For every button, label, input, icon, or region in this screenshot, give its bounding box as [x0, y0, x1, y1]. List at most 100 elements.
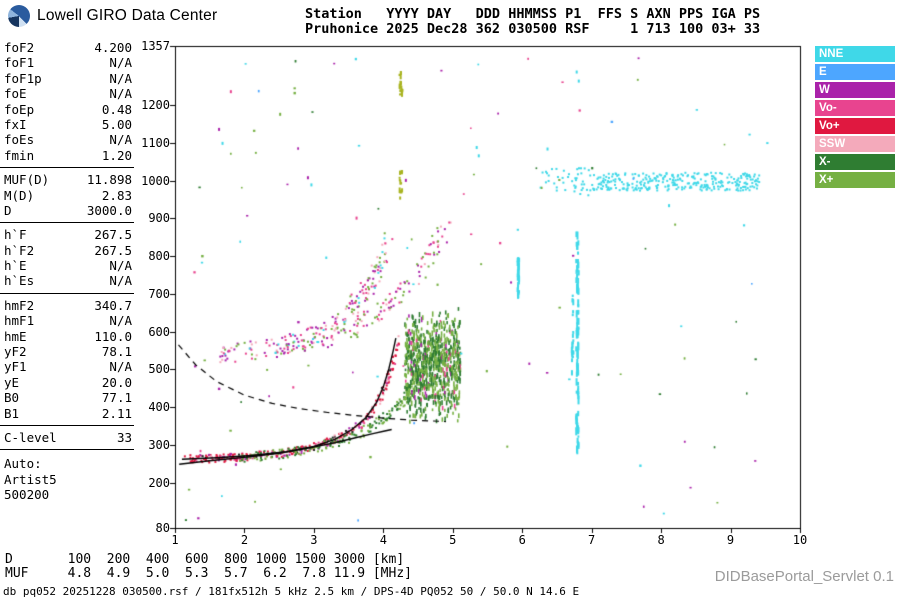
legend-item-X-: X- [815, 154, 895, 170]
y-tick-label: 200 [148, 475, 170, 490]
param-label: foF1p [4, 70, 42, 86]
legend-item-E: E [815, 64, 895, 80]
param-value: N/A [109, 132, 132, 148]
param-label: h`Es [4, 273, 35, 289]
y-tick-label: 900 [148, 211, 170, 226]
x-tick-label: 4 [379, 533, 387, 547]
legend-item-Vo-: Vo- [815, 100, 895, 116]
param-value: 2.11 [101, 405, 132, 421]
station-header-values: Pruhonice 2025 Dec28 362 030500 RSF 1 71… [305, 21, 761, 37]
param-row: yF2 78.1 [4, 344, 132, 359]
param-row: B1 2.11 [4, 406, 132, 421]
x-tick-label: 7 [588, 533, 596, 547]
param-label: yF2 [4, 344, 27, 360]
param-label: hmF1 [4, 313, 35, 329]
param-row: foF1 N/A [4, 55, 132, 70]
y-tick-label: 300 [148, 437, 170, 452]
auto-scaler-line: 500200 [4, 487, 50, 503]
param-value: N/A [109, 273, 132, 289]
param-label: hmE [4, 328, 27, 344]
file-info-line: db pq052 20251228 030500.rsf / 181fx512h… [3, 585, 580, 598]
param-row: h`F 267.5 [4, 227, 132, 242]
param-label: foEp [4, 101, 35, 117]
y-tick-label: 1200 [141, 98, 170, 113]
param-value: N/A [109, 55, 132, 71]
param-value: 267.5 [94, 242, 132, 258]
param-value: N/A [109, 359, 132, 375]
giro-logo-icon [8, 5, 30, 27]
param-row: hmE 110.0 [4, 329, 132, 344]
param-label: foEs [4, 132, 35, 148]
param-value: 340.7 [94, 297, 132, 313]
legend-item-Vo+: Vo+ [815, 118, 895, 134]
param-value: 20.0 [101, 374, 132, 390]
param-row: yF1 N/A [4, 359, 132, 374]
param-row: foE N/A [4, 86, 132, 101]
param-row: foF1p N/A [4, 71, 132, 86]
param-row: M(D) 2.83 [4, 188, 132, 203]
param-separator [0, 424, 134, 426]
param-label: foF2 [4, 40, 35, 55]
param-label: h`F2 [4, 242, 35, 258]
legend-item-W: W [815, 82, 895, 98]
param-value: 33 [116, 429, 132, 445]
y-tick-label: 80 [155, 521, 170, 535]
param-row: MUF(D) 11.898 [4, 172, 132, 187]
param-row: h`E N/A [4, 258, 132, 273]
x-tick-label: 1 [171, 533, 179, 547]
param-row: B0 77.1 [4, 390, 132, 405]
y-tick-label: 400 [148, 400, 170, 415]
x-tick-label: 10 [792, 533, 808, 547]
param-value: 5.00 [101, 116, 132, 132]
param-row: hmF2 340.7 [4, 298, 132, 313]
param-row: hmF1 N/A [4, 313, 132, 328]
param-separator [0, 292, 134, 294]
param-label: C-level [4, 429, 57, 445]
param-label: D [4, 202, 12, 218]
y-tick-label: 700 [148, 286, 170, 301]
param-value: N/A [109, 313, 132, 329]
legend-label: X+ [819, 174, 834, 186]
legend-item-NNE: NNE [815, 46, 895, 62]
param-row: fxI 5.00 [4, 117, 132, 132]
legend-item-SSW: SSW [815, 136, 895, 152]
y-tick-label: 600 [148, 324, 170, 339]
legend-item-X+: X+ [815, 172, 895, 188]
legend-label: NNE [819, 48, 844, 60]
param-label: yE [4, 374, 20, 390]
y-tick-label: 800 [148, 249, 170, 264]
x-tick-label: 2 [240, 533, 249, 547]
y-tick-label: 1100 [141, 136, 170, 150]
param-value: 110.0 [94, 328, 132, 344]
param-value: N/A [109, 258, 132, 274]
param-label: fmin [4, 147, 35, 163]
param-row: foEp 0.48 [4, 102, 132, 117]
param-row: D 3000.0 [4, 203, 132, 218]
param-label: B1 [4, 405, 20, 421]
param-label: yF1 [4, 359, 27, 375]
param-row: yE 20.0 [4, 375, 132, 390]
legend-label: SSW [819, 138, 846, 150]
param-row: fmin 1.20 [4, 148, 132, 163]
servlet-version-label: DIDBasePortal_Servlet 0.1 [714, 568, 894, 585]
station-header-columns: Station YYYY DAY DDD HHMMSS P1 FFS S AXN… [305, 6, 761, 22]
param-value: 2.83 [101, 187, 132, 203]
brand-title: Lowell GIRO Data Center [37, 7, 218, 24]
param-label: foF1 [4, 55, 35, 71]
param-row: h`F2 267.5 [4, 243, 132, 258]
param-label: h`F [4, 227, 27, 243]
param-row: foEs N/A [4, 132, 132, 147]
param-value: 1.20 [101, 147, 132, 163]
distance-row: D 100 200 400 600 800 1000 1500 3000 [km… [5, 552, 405, 567]
parameter-panel: foF2 4.200 foF1 N/A foF1p N/A foE N/A foEp 0.48 fx… [0, 40, 134, 503]
auto-scaler-line: Artist5 [4, 471, 57, 487]
x-tick-label: 6 [518, 533, 526, 547]
brand-header: Lowell GIRO Data Center [8, 5, 217, 27]
x-tick-label: 5 [449, 533, 457, 547]
param-label: B0 [4, 390, 20, 406]
legend-label: X- [819, 156, 831, 168]
param-label: fxI [4, 116, 27, 132]
y-tick-label: 500 [148, 362, 170, 377]
